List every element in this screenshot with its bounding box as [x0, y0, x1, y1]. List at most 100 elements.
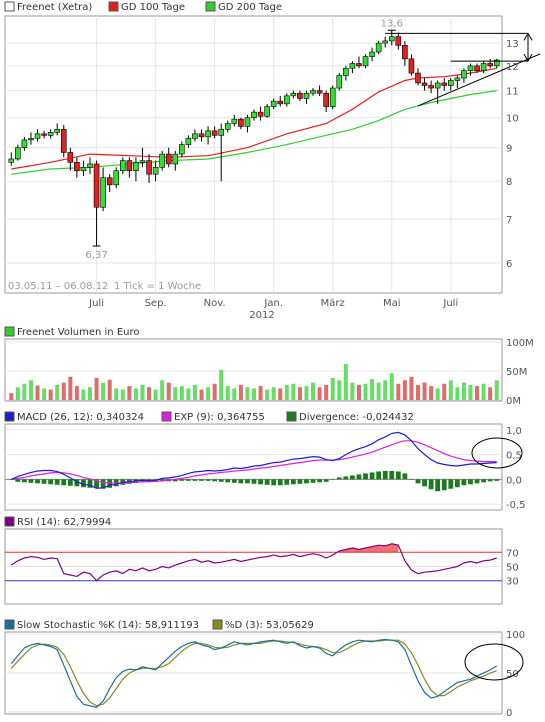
price-x-ticks: Juli Sep. Nov. Jan. März Mai Juli [88, 298, 458, 309]
date-range-label: 03.05.11 – 06.08.12 [8, 281, 108, 292]
volume-bar [199, 389, 204, 400]
candle-body [231, 118, 238, 124]
candle-body [336, 75, 343, 89]
legend-swatch-k [4, 619, 15, 630]
price-y-ticks: 13 12 11 10 9 8 7 6 [506, 39, 519, 270]
macd-divergence-bar [192, 479, 198, 481]
rsi-reference-lines [5, 551, 502, 582]
candle-body [283, 95, 290, 105]
candle-body [192, 133, 198, 139]
macd-divergence-bar [310, 479, 316, 483]
macd-divergence-bar [8, 479, 14, 480]
stochastic-y-tick-label: 50 [506, 669, 519, 680]
candle-body [106, 177, 113, 186]
macd-divergence-bar [94, 479, 99, 489]
candle-body [329, 87, 336, 107]
candle-body [67, 152, 74, 163]
stochastic-y-tick-label: 0 [506, 708, 512, 719]
volume-bar [192, 384, 197, 400]
candle-body [172, 153, 179, 165]
candle-body [356, 63, 362, 67]
candle-body [152, 167, 159, 175]
candle-body [467, 65, 474, 71]
stochastic-grid [5, 633, 502, 713]
volume-bar [15, 387, 20, 400]
candle-body [434, 82, 441, 89]
candle-body [297, 92, 303, 99]
candle-body [244, 117, 251, 127]
candle-body [21, 139, 28, 149]
price-candles [8, 29, 500, 247]
stochastic-highlight-ellipse [464, 643, 524, 681]
candle-body [290, 92, 297, 97]
candle-body [198, 133, 205, 138]
macd-divergence-bar [290, 479, 296, 485]
price-moving-averages [11, 67, 497, 175]
macd-divergence-bar [277, 479, 283, 486]
volume-bar [429, 386, 434, 400]
volume-bar [311, 382, 316, 400]
macd-lines [11, 431, 497, 489]
rsi-panel: 70 50 30 RSI (14): 62,79994 [4, 516, 519, 605]
legend-swatch-price [4, 1, 15, 12]
price-y-tick-label: 9 [506, 144, 512, 155]
legend-swatch-macd [4, 411, 15, 422]
target-arrow-head-up [523, 32, 533, 41]
volume-bar [304, 386, 309, 400]
price-y-tick-label: 6 [506, 259, 512, 270]
macd-divergence-bar [297, 479, 303, 484]
macd-divergence-bar [369, 472, 375, 480]
macd-highlight-ellipse [471, 437, 523, 469]
volume-y-tick-label: 0M [506, 396, 521, 407]
volume-y-tick-label: 100M [506, 338, 534, 349]
volume-bar [173, 387, 178, 400]
volume-bar [74, 386, 79, 400]
volume-bar [206, 387, 211, 400]
volume-bar [461, 382, 466, 400]
candle-body [28, 138, 34, 141]
candle-body [257, 111, 264, 117]
legend-label-gd200: GD 200 Tage [218, 2, 282, 13]
volume-bar [68, 376, 73, 400]
legend-swatch-volume [4, 326, 15, 337]
volume-bar [337, 380, 342, 400]
price-x-tick-label: Juli [88, 298, 104, 309]
macd-divergence-bar [428, 479, 434, 490]
candle-body [126, 160, 133, 172]
macd-divergence-bar [258, 479, 263, 485]
macd-divergence-bar [271, 479, 277, 486]
volume-bar [284, 384, 289, 400]
macd-divergence-bar [107, 479, 113, 488]
volume-bar [448, 380, 453, 400]
price-x-tick-label: März [321, 298, 345, 309]
macd-divergence-bar [231, 479, 237, 483]
volume-bar [88, 387, 92, 400]
volume-bar [55, 384, 60, 400]
candle-body [159, 153, 165, 168]
trendline-rising [417, 53, 541, 107]
stochastic-y-ticks: 100 50 0 [506, 630, 525, 719]
macd-panel-frame [4, 423, 503, 511]
legend-label-macd: MACD (26, 12): 0,340324 [17, 412, 144, 423]
volume-bars [9, 364, 499, 400]
candle-body [185, 138, 192, 145]
legend-label-exp: EXP (9): 0,364755 [174, 412, 265, 423]
volume-bar [343, 364, 348, 400]
candle-body [323, 92, 329, 107]
candle-body [369, 51, 375, 57]
macd-divergence-bar [251, 479, 257, 484]
candle-body [133, 161, 139, 172]
volume-bar [356, 384, 361, 400]
candle-body [408, 58, 415, 74]
volume-bar [422, 382, 427, 400]
macd-divergence-bar [317, 479, 322, 483]
candle-body [218, 129, 224, 136]
stochastic-panel: 100 50 0 Slow Stochastic %K (14): 58,91119… [4, 619, 525, 719]
volume-bar [363, 383, 368, 400]
volume-bar [494, 380, 499, 400]
volume-bar [212, 383, 217, 400]
macd-divergence-bar [54, 479, 60, 485]
macd-divergence-bar [409, 479, 414, 480]
